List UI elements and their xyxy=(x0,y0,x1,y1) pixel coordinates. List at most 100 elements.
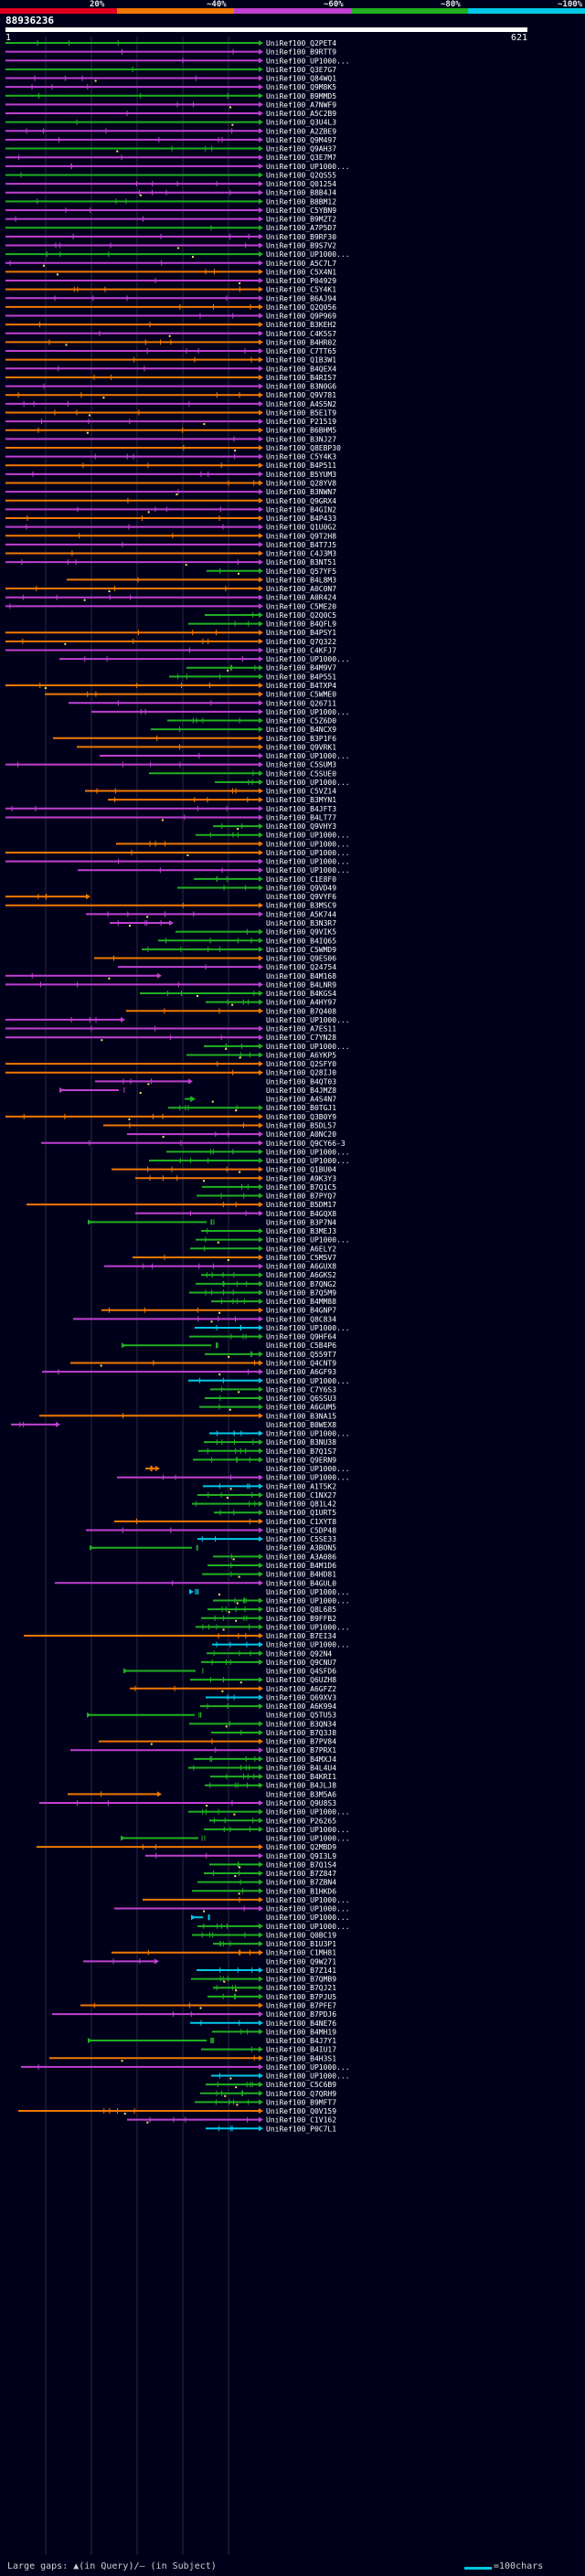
hit-row[interactable]: UniRef100_A3A086 xyxy=(213,1553,336,1561)
hit-id-label[interactable]: UniRef100_Q1B3W1 xyxy=(266,356,336,365)
hit-row[interactable]: UniRef100_C7YN28 xyxy=(5,1034,336,1042)
hit-row[interactable]: UniRef100_B8BM12 xyxy=(5,197,336,206)
hit-row[interactable]: UniRef100_B9FFB2 xyxy=(201,1615,336,1623)
hit-row[interactable]: UniRef100_B6AJ94 xyxy=(5,294,336,302)
hit-row[interactable]: UniRef100_C4J3M3 xyxy=(5,550,336,558)
hit-row[interactable]: UniRef100_B9RF30 xyxy=(5,233,336,241)
hit-row[interactable]: UniRef100_B3N0G6 xyxy=(5,383,336,391)
hit-id-label[interactable]: UniRef100_B3QN34 xyxy=(266,1720,336,1728)
hit-id-label[interactable]: UniRef100_C1E8F0 xyxy=(266,875,336,884)
hit-id-label[interactable]: UniRef100_UP1000... xyxy=(266,849,350,857)
hit-row[interactable]: UniRef100_Q9VHY3 xyxy=(213,822,336,831)
hit-id-label[interactable]: UniRef100_Q5TU53 xyxy=(266,1712,336,1720)
hit-id-label[interactable]: UniRef100_A5K744 xyxy=(266,910,336,918)
hit-row[interactable]: UniRef100_B9S7V2 xyxy=(5,241,336,249)
hit-row[interactable]: UniRef100_Q9ES06 xyxy=(94,955,336,963)
hit-row[interactable]: UniRef100_Q9VIK5 xyxy=(176,928,336,937)
hit-row[interactable]: UniRef100_B4JFT3 xyxy=(5,805,336,813)
hit-id-label[interactable]: UniRef100_UP1000... xyxy=(266,840,350,848)
hit-id-label[interactable]: UniRef100_Q57YF5 xyxy=(266,567,336,576)
hit-row[interactable]: UniRef100_B4LNR9 xyxy=(5,981,336,989)
hit-id-label[interactable]: UniRef100_C1XYT8 xyxy=(266,1518,336,1526)
hit-id-label[interactable]: UniRef100_B4P433 xyxy=(266,514,336,523)
hit-row[interactable]: UniRef100_A7NWF9 xyxy=(5,101,336,109)
hit-row[interactable]: UniRef100_C5B4P6 xyxy=(122,1341,336,1350)
hit-row[interactable]: UniRef100_B4P551 xyxy=(169,673,336,681)
hit-id-label[interactable]: UniRef100_B4P511 xyxy=(266,461,336,470)
hit-id-label[interactable]: UniRef100_P21519 xyxy=(266,418,336,426)
hit-id-label[interactable]: UniRef100_A6GUX8 xyxy=(266,1263,336,1271)
hit-row[interactable]: UniRef100_Q9M497 xyxy=(5,136,336,144)
hit-row[interactable]: UniRef100_C5DP48 xyxy=(86,1526,336,1534)
hit-row[interactable]: UniRef100_A7ES11 xyxy=(5,1025,336,1034)
hit-id-label[interactable]: UniRef100_B0WEX8 xyxy=(266,1421,336,1429)
hit-row[interactable]: UniRef100_Q9HF64 xyxy=(189,1333,336,1341)
hit-id-label[interactable]: UniRef100_Q7Q322 xyxy=(266,638,336,646)
hit-row[interactable]: UniRef100_B7Z141 xyxy=(197,1966,336,1975)
hit-row[interactable]: UniRef100_C4K5S7 xyxy=(5,330,336,338)
hit-row[interactable]: UniRef100_B4M168 xyxy=(5,972,336,981)
hit-id-label[interactable]: UniRef100_B7Q408 xyxy=(266,1007,336,1015)
hit-id-label[interactable]: UniRef100_C5Y4K3 xyxy=(266,453,336,461)
hit-row[interactable]: UniRef100_C5WME0 xyxy=(45,691,336,699)
hit-id-label[interactable]: UniRef100_UP1000... xyxy=(266,2072,350,2081)
hit-id-label[interactable]: UniRef100_B7QNG2 xyxy=(266,1280,336,1288)
hit-row[interactable]: UniRef100_B1U3P1 xyxy=(213,1940,336,1948)
hit-row[interactable]: UniRef100_Q9AH37 xyxy=(5,145,336,154)
hit-id-label[interactable]: UniRef100_B4GIN2 xyxy=(266,505,336,514)
hit-id-label[interactable]: UniRef100_UP1000... xyxy=(266,2063,350,2072)
hit-id-label[interactable]: UniRef100_Q28IJ0 xyxy=(266,1069,336,1077)
hit-row[interactable]: UniRef100_B7Q1S7 xyxy=(198,1447,336,1456)
hit-row[interactable]: UniRef100_Q9P969 xyxy=(5,313,336,321)
hit-row[interactable]: UniRef100_B4QEX4 xyxy=(5,365,336,373)
hit-row[interactable]: UniRef100_UP1000... xyxy=(188,1377,350,1385)
hit-id-label[interactable]: UniRef100_Q2SFY0 xyxy=(266,1060,336,1068)
hit-row[interactable]: UniRef100_B4HD81 xyxy=(202,1571,336,1579)
hit-id-label[interactable]: UniRef100_B1U3P1 xyxy=(266,1940,336,1948)
hit-row[interactable]: UniRef100_UP1000... xyxy=(196,1623,350,1631)
hit-row[interactable]: UniRef100_Q6UZH8 xyxy=(190,1676,336,1684)
hit-id-label[interactable]: UniRef100_B9MFT7 xyxy=(266,2098,336,2106)
hit-row[interactable]: UniRef100_Q2Q0C5 xyxy=(205,611,336,620)
hit-row[interactable]: UniRef100_A2ZBE9 xyxy=(5,127,336,135)
hit-id-label[interactable]: UniRef100_Q6SSU3 xyxy=(266,1394,336,1403)
hit-id-label[interactable]: UniRef100_B7QJ21 xyxy=(266,1984,336,1992)
hit-id-label[interactable]: UniRef100_P0C7L1 xyxy=(266,2125,336,2133)
hit-id-label[interactable]: UniRef100_B9MZT2 xyxy=(266,216,336,224)
hit-row[interactable]: UniRef100_Q9W271 xyxy=(83,1957,336,1966)
hit-id-label[interactable]: UniRef100_B3N3R7 xyxy=(266,919,336,928)
hit-row[interactable]: UniRef100_B7EI34 xyxy=(24,1632,336,1640)
hit-row[interactable]: UniRef100_B7PRX1 xyxy=(70,1746,336,1754)
hit-row[interactable]: UniRef100_A6K994 xyxy=(200,1702,336,1711)
hit-row[interactable]: UniRef100_B7Q1S4 xyxy=(209,1860,336,1869)
hit-row[interactable]: UniRef100_C5Z6D0 xyxy=(167,717,336,726)
hit-id-label[interactable]: UniRef100_B5DL57 xyxy=(266,1121,336,1129)
hit-id-label[interactable]: UniRef100_Q3B0Y9 xyxy=(266,1113,336,1121)
hit-row[interactable]: UniRef100_B6BHM5 xyxy=(5,427,336,435)
hit-row[interactable]: UniRef100_P04929 xyxy=(5,277,336,285)
hit-row[interactable]: UniRef100_C5ME20 xyxy=(5,602,336,610)
hit-row[interactable]: UniRef100_B4NCX9 xyxy=(151,726,336,734)
hit-id-label[interactable]: UniRef100_Q9W271 xyxy=(266,1957,336,1966)
hit-row[interactable]: UniRef100_UP1000... xyxy=(149,1157,350,1165)
hit-row[interactable]: UniRef100_B9MZT2 xyxy=(5,216,336,224)
hit-id-label[interactable]: UniRef100_A4S5N2 xyxy=(266,400,336,408)
hit-id-label[interactable]: UniRef100_A6YKP5 xyxy=(266,1051,336,1059)
hit-id-label[interactable]: UniRef100_B3N0G6 xyxy=(266,383,336,391)
hit-row[interactable]: UniRef100_C5SUM3 xyxy=(5,761,336,769)
hit-id-label[interactable]: UniRef100_C5SUM3 xyxy=(266,761,336,769)
hit-row[interactable]: UniRef100_A7P5D7 xyxy=(5,224,336,232)
hit-row[interactable]: UniRef100_A9K3Y3 xyxy=(135,1174,336,1182)
hit-id-label[interactable]: UniRef100_A0NC20 xyxy=(266,1130,336,1139)
hit-id-label[interactable]: UniRef100_B4T7J5 xyxy=(266,541,336,549)
hit-id-label[interactable]: UniRef100_A6GF93 xyxy=(266,1368,336,1376)
hit-id-label[interactable]: UniRef100_A7NWF9 xyxy=(266,101,336,109)
hit-id-label[interactable]: UniRef100_B7ZBN4 xyxy=(266,1879,336,1887)
hit-row[interactable]: UniRef100_A0NC20 xyxy=(127,1130,336,1139)
hit-id-label[interactable]: UniRef100_B4TXP4 xyxy=(266,682,336,690)
hit-row[interactable]: UniRef100_B4MM88 xyxy=(211,1298,336,1306)
hit-id-label[interactable]: UniRef100_UP1000... xyxy=(266,1588,350,1596)
hit-id-label[interactable]: UniRef100_UP1000... xyxy=(266,1016,350,1024)
hit-id-label[interactable]: UniRef100_B7Z141 xyxy=(266,1966,336,1975)
hit-id-label[interactable]: UniRef100_Q2Q056 xyxy=(266,303,336,312)
